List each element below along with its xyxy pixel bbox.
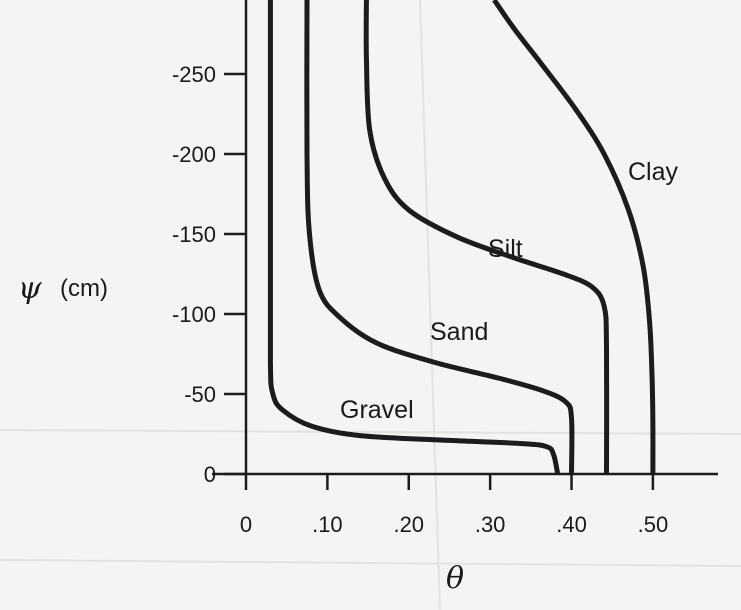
curve-label-sand: Sand (430, 318, 488, 346)
y-tick-label: -50 (184, 382, 216, 407)
y-tick-label: -100 (172, 302, 216, 327)
faint-line (419, 0, 441, 610)
y-tick-label: -250 (172, 62, 216, 87)
y-axis-label-symbol: ψ (18, 271, 42, 306)
retention-curves (267, 0, 656, 475)
curve-label-clay: Clay (628, 158, 679, 186)
curve-gravel (267, 0, 561, 475)
faint-line (0, 429, 741, 435)
curve-silt (363, 0, 610, 475)
y-tick-label: -150 (172, 222, 216, 247)
curve-label-gravel: Gravel (340, 396, 414, 424)
x-axis-ticks: 0 .10 .20 .30 .40 .50 (240, 474, 668, 537)
curve-label-silt: Silt (488, 235, 523, 263)
x-tick-label: .30 (475, 512, 506, 537)
x-tick-label: .40 (556, 512, 587, 537)
curve-labels: Gravel Sand Silt Clay (340, 158, 679, 424)
x-tick-label: 0 (240, 512, 252, 537)
y-tick-label: 0 (204, 462, 216, 487)
x-tick-label: .50 (638, 512, 669, 537)
y-axis-label: ψ (cm) (18, 271, 108, 306)
x-tick-label: .20 (393, 512, 424, 537)
x-tick-label: .10 (312, 512, 343, 537)
y-tick-label: -200 (172, 142, 216, 167)
curve-clay (492, 0, 656, 475)
y-axis-label-unit: (cm) (60, 275, 108, 302)
y-axis-ticks: 0 -50 -100 -150 -200 -250 (172, 62, 246, 487)
curve-sand (304, 0, 575, 475)
x-axis-label: θ (446, 561, 464, 596)
faint-line (0, 559, 741, 567)
